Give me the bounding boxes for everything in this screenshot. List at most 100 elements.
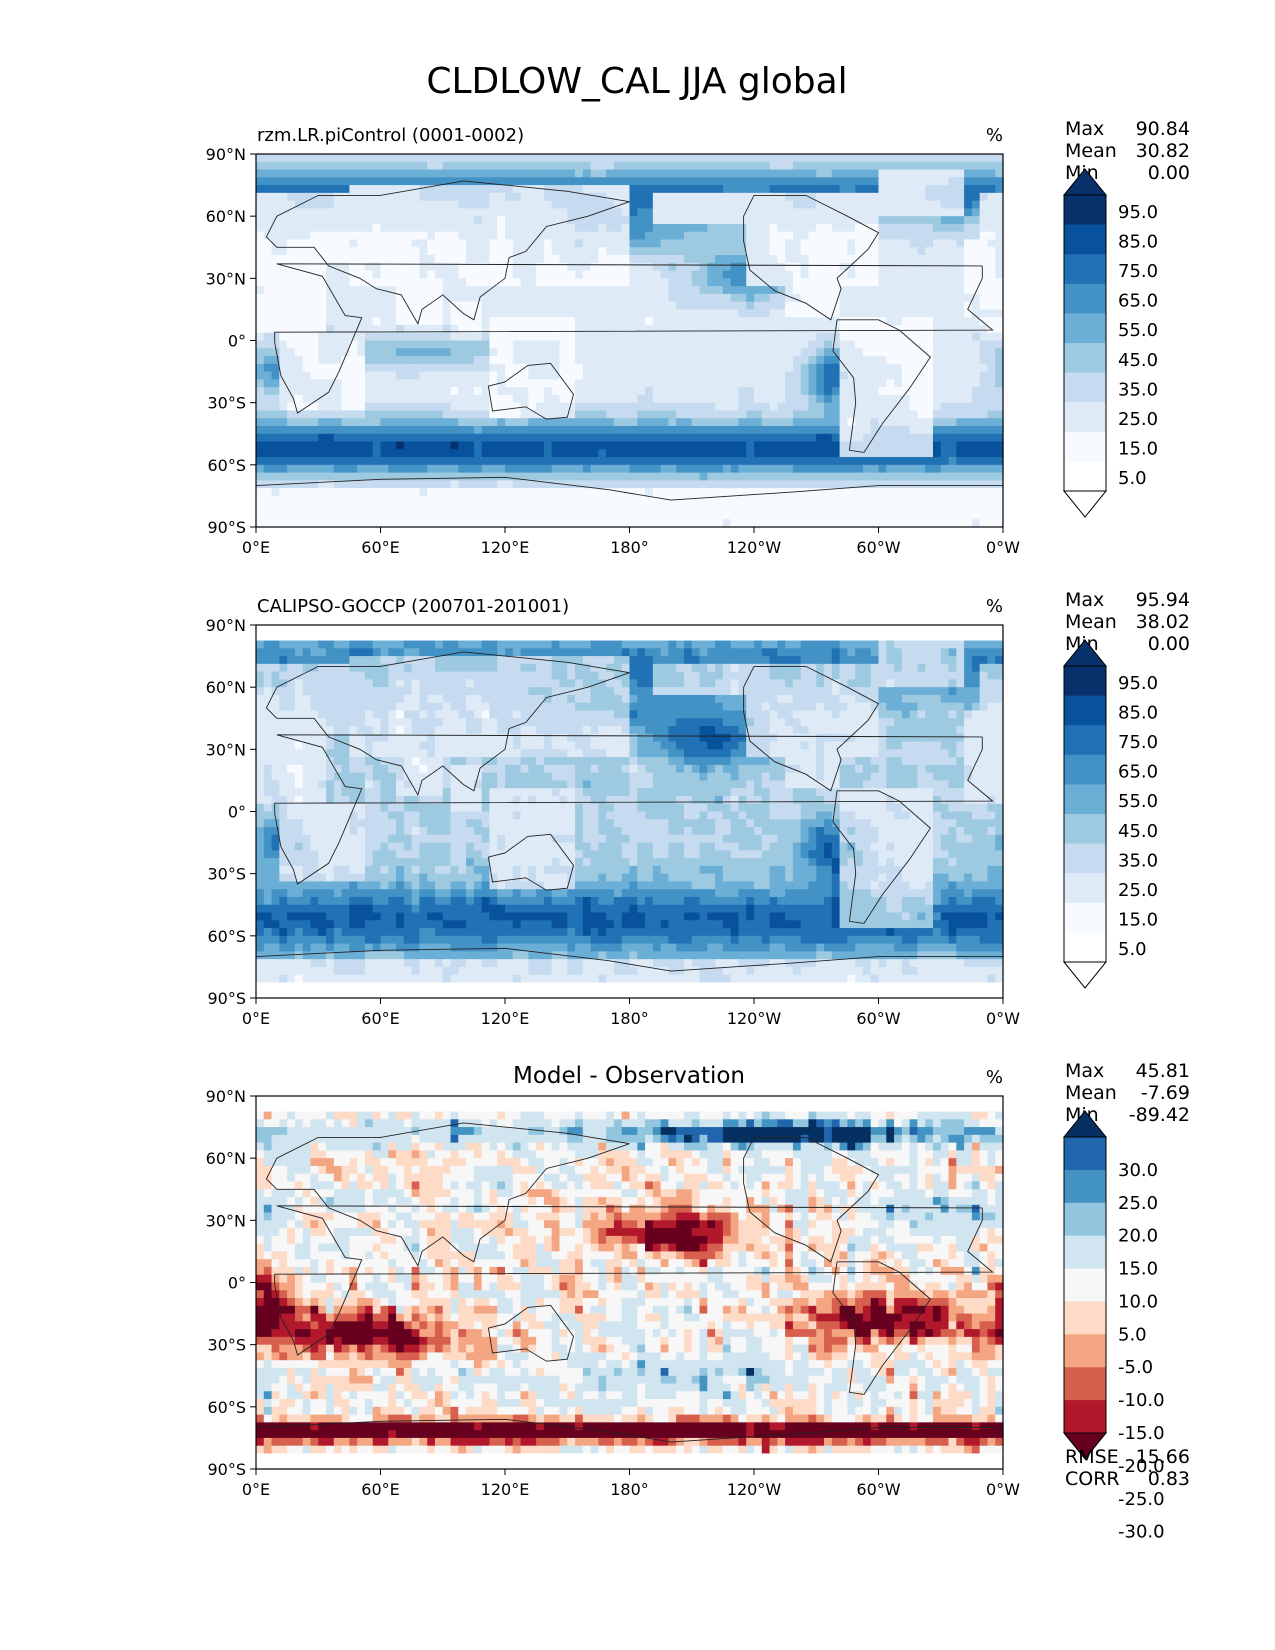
grid-cell [613,433,623,443]
grid-cell [279,293,288,303]
grid-cell [613,324,623,334]
grid-cell [777,278,786,287]
grid-cell [652,503,662,513]
grid-cell [855,216,864,225]
grid-cell [855,387,864,396]
grid-cell [956,418,965,427]
grid-cell [372,472,382,481]
grid-cell [668,511,677,520]
grid-cell [364,216,374,225]
grid-cell [909,625,919,634]
colorbar-tick-label: 65.0 [1118,291,1158,312]
grid-cell [722,457,732,466]
grid-cell [364,511,374,520]
grid-cell [862,192,872,202]
grid-cell [738,480,747,489]
grid-cell [411,464,421,474]
grid-cell [326,309,335,318]
grid-cell [722,154,732,163]
grid-cell [995,216,1004,225]
grid-cell [940,340,950,349]
grid-cell [310,293,319,303]
grid-cell [590,223,599,233]
grid-cell [722,208,732,217]
grid-cell [372,480,382,489]
grid-cell [489,410,498,419]
grid-cell [847,185,856,194]
grid-cell [738,402,747,412]
grid-cell [559,309,568,318]
grid-cell [543,208,553,217]
grid-cell [450,216,459,225]
grid-cell [357,177,366,186]
grid-cell [940,457,950,466]
grid-cell [824,301,833,311]
grid-cell [816,200,825,209]
grid-cell [481,425,491,435]
grid-cell [878,519,887,528]
grid-cell [489,402,498,412]
grid-cell [481,379,491,388]
grid-cell [419,519,428,528]
grid-cell [948,340,957,349]
grid-cell [419,192,428,202]
grid-cell [582,410,592,419]
grid-cell [613,309,623,318]
grid-cell [458,488,467,497]
grid-cell [256,340,265,349]
grid-cell [761,223,771,233]
grid-cell [294,293,304,303]
y-tick-label: 30°N [206,269,246,288]
grid-cell [831,270,841,279]
grid-cell [458,449,467,458]
grid-cell [263,449,273,458]
grid-cell [473,324,483,334]
grid-cell [520,192,529,202]
grid-cell [886,632,895,642]
grid-cell [660,640,670,649]
grid-cell [847,169,856,178]
grid-cell [816,387,825,396]
grid-cell [855,503,864,513]
grid-cell [333,488,343,497]
grid-cell [730,270,740,279]
grid-cell [894,488,903,497]
grid-cell [940,387,950,396]
grid-cell [800,239,810,248]
grid-cell [512,161,522,171]
grid-cell [676,286,685,295]
grid-cell [971,363,981,373]
grid-cell [886,464,895,474]
grid-cell [777,519,786,528]
grid-cell [816,286,825,295]
grid-cell [559,402,568,412]
grid-cell [427,270,436,279]
grid-cell [932,464,942,474]
grid-cell [458,363,467,373]
grid-cell [792,301,802,311]
grid-cell [901,457,911,466]
grid-cell [333,293,343,303]
grid-cell [551,324,561,334]
grid-cell [396,247,405,256]
grid-cell [466,457,475,466]
grid-cell [333,348,343,357]
grid-cell [971,410,981,419]
grid-cell [279,192,288,202]
grid-cell [964,317,973,326]
grid-cell [575,301,584,311]
grid-cell [979,519,989,528]
grid-cell [808,410,817,419]
grid-cell [816,324,825,334]
grid-cell [380,441,389,450]
grid-cell [894,371,903,380]
grid-cell [683,332,693,342]
grid-cell [948,154,957,163]
grid-cell [567,449,576,458]
grid-cell [761,301,771,311]
grid-cell [582,418,592,427]
grid-cell [466,332,475,342]
grid-cell [271,511,280,520]
grid-cell [302,394,312,404]
grid-cell [473,394,483,404]
